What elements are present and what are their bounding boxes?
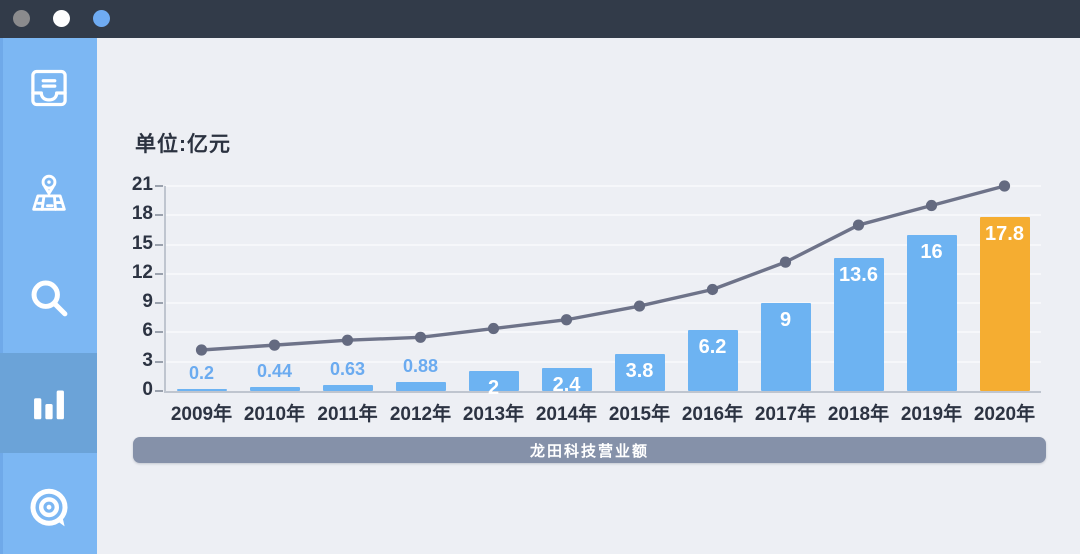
unit-label: 单位:亿元 [135, 133, 231, 156]
chart-title-banner: 龙田科技营业额 [133, 437, 1046, 463]
target-chat-icon [25, 484, 73, 532]
sidebar-edge [0, 38, 3, 554]
map-pin-icon [26, 170, 72, 216]
notebook-icon [26, 65, 72, 111]
window-control-blue-dot[interactable] [93, 10, 110, 27]
search-icon [26, 275, 72, 321]
bar-chart-icon [26, 380, 72, 426]
sidebar-item-map[interactable] [0, 143, 97, 243]
main-content [97, 38, 1080, 554]
sidebar-item-target-chat[interactable] [0, 458, 97, 554]
sidebar-item-search[interactable] [0, 248, 97, 348]
window-control-gray-dot[interactable] [13, 10, 30, 27]
title-bar [0, 0, 1080, 38]
chart-title-text: 龙田科技营业额 [529, 442, 649, 460]
sidebar-item-notebook[interactable] [0, 38, 97, 138]
sidebar-item-bar-chart[interactable] [0, 353, 97, 453]
sidebar [0, 38, 97, 554]
window-control-white-dot[interactable] [53, 10, 70, 27]
